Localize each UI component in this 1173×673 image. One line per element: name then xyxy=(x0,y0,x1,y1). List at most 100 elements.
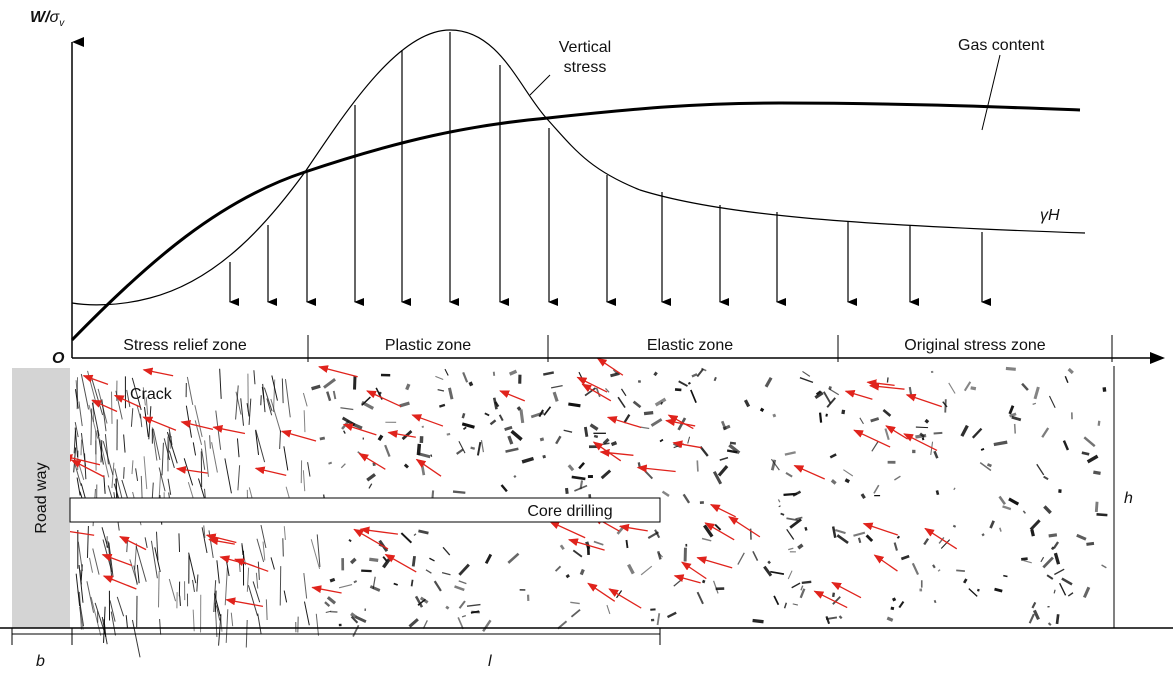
crack xyxy=(379,392,381,395)
origin-label: O xyxy=(52,350,65,367)
crack xyxy=(1021,559,1027,560)
y-axis-label: W/σv xyxy=(30,9,65,29)
crack xyxy=(508,554,518,563)
crack xyxy=(431,454,432,456)
crack xyxy=(561,545,564,549)
crack xyxy=(81,440,82,456)
crack xyxy=(284,446,288,470)
crack xyxy=(714,581,718,594)
crack xyxy=(226,609,228,643)
flow-arrow xyxy=(569,540,605,550)
crack xyxy=(569,465,573,470)
crack xyxy=(256,573,257,589)
crack xyxy=(186,406,191,438)
crack xyxy=(1055,553,1058,564)
crack xyxy=(1043,558,1053,568)
crack xyxy=(641,427,650,428)
crack xyxy=(658,551,660,559)
crack xyxy=(715,377,716,381)
crack xyxy=(540,439,544,440)
l-label: l xyxy=(488,653,492,668)
crack xyxy=(506,449,519,452)
crack xyxy=(867,535,873,541)
crack xyxy=(383,559,389,567)
crack xyxy=(112,463,114,488)
crack xyxy=(1088,456,1098,462)
crack xyxy=(505,427,512,429)
crack xyxy=(303,393,307,406)
crack xyxy=(369,559,378,560)
crack xyxy=(280,430,281,449)
crack xyxy=(462,616,466,617)
crack xyxy=(410,619,418,626)
crack xyxy=(674,579,683,587)
crack xyxy=(1069,369,1073,373)
gas-content-curve xyxy=(72,103,1080,340)
crack xyxy=(369,484,372,489)
crack xyxy=(792,583,800,588)
crack xyxy=(236,385,239,419)
flow-arrow xyxy=(84,376,108,385)
crack xyxy=(316,614,318,636)
crack xyxy=(79,401,82,426)
crack xyxy=(738,553,744,565)
crack xyxy=(564,430,572,432)
crack xyxy=(334,391,336,399)
crack xyxy=(779,506,781,507)
crack xyxy=(770,572,784,574)
crack xyxy=(169,579,175,601)
crack xyxy=(833,527,835,538)
crack xyxy=(282,379,283,404)
zone-label: Plastic zone xyxy=(385,337,471,354)
crack xyxy=(463,427,466,429)
crack xyxy=(567,488,568,494)
crack xyxy=(874,485,879,493)
crack xyxy=(266,599,267,620)
crack xyxy=(1047,575,1053,579)
crack xyxy=(594,542,603,545)
crack xyxy=(216,411,221,450)
crack xyxy=(522,458,533,461)
crack xyxy=(567,575,569,577)
crack xyxy=(263,542,265,561)
crack xyxy=(651,419,661,425)
crack xyxy=(531,413,544,417)
flow-arrow xyxy=(417,459,441,476)
crack xyxy=(285,379,290,417)
flow-arrow xyxy=(312,587,341,593)
crack xyxy=(554,392,557,401)
crack xyxy=(923,438,924,440)
crack xyxy=(1042,428,1048,437)
crack xyxy=(500,415,503,421)
crack xyxy=(1032,602,1035,608)
flow-arrow xyxy=(598,358,623,375)
crack xyxy=(1044,477,1048,480)
crack-label: Crack xyxy=(130,386,173,403)
crack xyxy=(730,443,736,444)
crack xyxy=(486,554,491,563)
crack xyxy=(1035,387,1038,399)
crack xyxy=(312,386,321,389)
crack xyxy=(607,605,610,614)
crack xyxy=(634,402,641,407)
core-drilling-label: Core drilling xyxy=(527,503,612,520)
crack xyxy=(684,494,689,503)
flow-arrow xyxy=(867,382,894,385)
crack xyxy=(327,392,330,401)
crack xyxy=(512,431,522,439)
crack xyxy=(591,425,598,430)
crack xyxy=(195,420,201,444)
crack xyxy=(845,480,849,482)
crack xyxy=(471,448,475,449)
crack xyxy=(720,458,728,460)
crack xyxy=(1049,535,1057,536)
crack xyxy=(894,476,900,480)
crack xyxy=(405,465,408,468)
crack xyxy=(862,494,865,498)
flow-arrow xyxy=(608,417,641,427)
crack xyxy=(470,382,472,386)
crack xyxy=(1096,502,1097,512)
crack xyxy=(418,531,428,533)
crack xyxy=(339,585,352,588)
